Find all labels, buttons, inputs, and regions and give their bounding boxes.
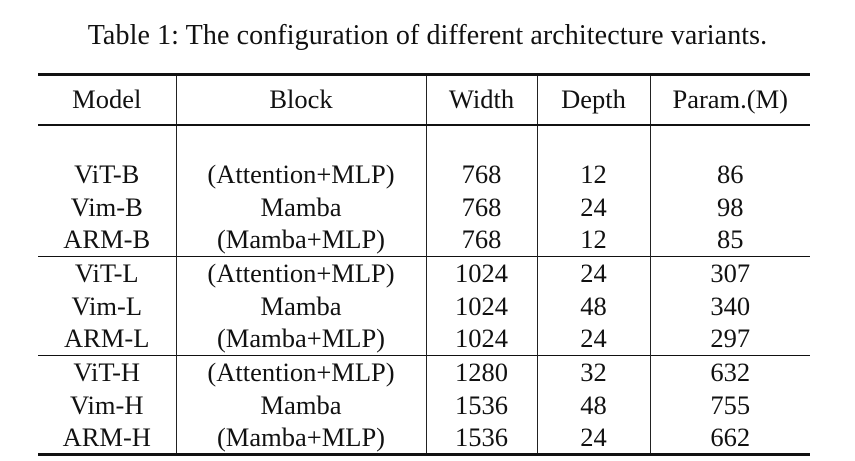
cell-depth: 32	[537, 355, 651, 389]
cell-width: 768	[426, 190, 538, 224]
header-param: Param.(M)	[672, 84, 789, 115]
cell-block: Mamba	[176, 190, 427, 224]
cell-width: 1024	[426, 289, 538, 323]
cell-param: 98	[717, 191, 744, 222]
cell-model: Vim-H	[38, 388, 177, 422]
cell-param: 632	[710, 356, 751, 387]
cell-model: ViT-H	[38, 355, 177, 389]
cell-block: (Attention+MLP)	[176, 157, 427, 191]
cell-param: 662	[710, 421, 751, 452]
cell-param: 307	[710, 257, 751, 288]
cell-width: 1024	[426, 322, 538, 356]
table-row: ARM-H (Mamba+MLP) 1536 24 662	[38, 421, 810, 455]
table-row: ViT-L (Attention+MLP) 1024 24 307	[38, 256, 810, 290]
table-row: ARM-L (Mamba+MLP) 1024 24 297	[38, 322, 810, 356]
header-block: Block	[176, 74, 427, 125]
cell-depth: 24	[537, 322, 651, 356]
cell-param: 86	[717, 158, 744, 189]
cell-model: Vim-L	[38, 289, 177, 323]
cell-model: ARM-L	[38, 322, 177, 356]
architecture-config-table: Model Block Width Depth Param.(M) ViT-B …	[38, 73, 810, 456]
cell-model: ARM-B	[38, 223, 177, 257]
table-row: Vim-H Mamba 1536 48 755	[38, 388, 810, 422]
cell-block: (Attention+MLP)	[176, 355, 427, 389]
cell-block: (Attention+MLP)	[176, 256, 427, 290]
cell-depth: 24	[537, 190, 651, 224]
header-model: Model	[38, 74, 177, 125]
cell-model: ARM-H	[38, 421, 177, 455]
table-row: Vim-L Mamba 1024 48 340	[38, 289, 810, 323]
cell-block: (Mamba+MLP)	[176, 421, 427, 455]
cell-block: Mamba	[176, 388, 427, 422]
cell-depth: 24	[537, 421, 651, 455]
cell-model: ViT-L	[38, 256, 177, 290]
cell-model: ViT-B	[38, 157, 177, 191]
cell-width: 768	[426, 223, 538, 257]
table-caption: Table 1: The configuration of different …	[87, 20, 768, 51]
table-row: ViT-B (Attention+MLP) 768 12 86	[38, 157, 810, 191]
cell-depth: 48	[537, 388, 651, 422]
table-row: ARM-B (Mamba+MLP) 768 12 85	[38, 223, 810, 257]
table-row: Vim-B Mamba 768 24 98	[38, 190, 810, 224]
cell-param: 755	[710, 389, 751, 420]
cell-param: 297	[710, 323, 751, 354]
cell-block: (Mamba+MLP)	[176, 223, 427, 257]
header-depth: Depth	[537, 74, 651, 125]
cell-depth: 24	[537, 256, 651, 290]
header-width: Width	[426, 74, 538, 125]
header-row: Model Block Width Depth Param.(M)	[38, 74, 810, 125]
cell-width: 1536	[426, 421, 538, 455]
cell-block: (Mamba+MLP)	[176, 322, 427, 356]
cell-model: Vim-B	[38, 190, 177, 224]
cell-depth: 48	[537, 289, 651, 323]
cell-param: 85	[717, 224, 744, 255]
cell-width: 768	[426, 157, 538, 191]
cell-width: 1024	[426, 256, 538, 290]
table-row: ViT-H (Attention+MLP) 1280 32 632	[38, 355, 810, 389]
cell-width: 1280	[426, 355, 538, 389]
cell-depth: 12	[537, 157, 651, 191]
cell-width: 1536	[426, 388, 538, 422]
cell-block: Mamba	[176, 289, 427, 323]
cell-param: 340	[710, 290, 751, 321]
cell-depth: 12	[537, 223, 651, 257]
